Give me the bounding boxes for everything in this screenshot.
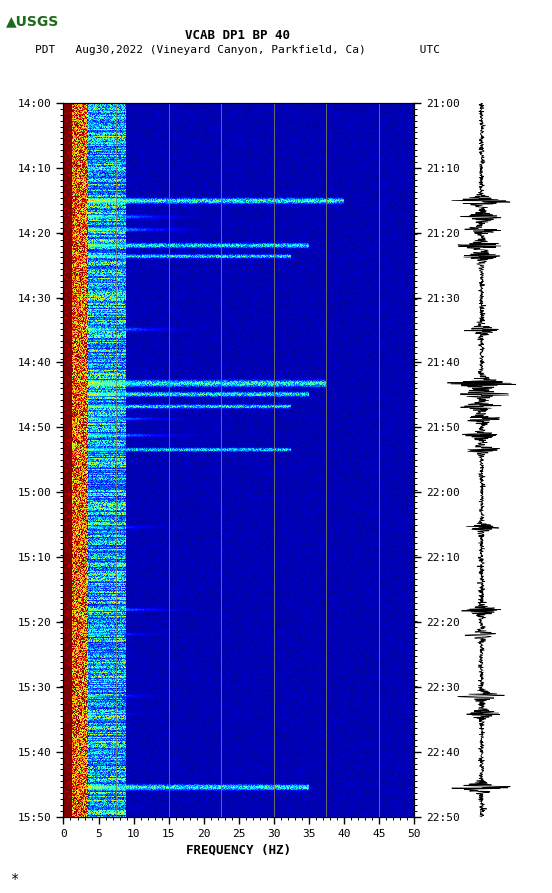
Text: PDT   Aug30,2022 (Vineyard Canyon, Parkfield, Ca)        UTC: PDT Aug30,2022 (Vineyard Canyon, Parkfie…	[35, 45, 440, 55]
Text: VCAB DP1 BP 40: VCAB DP1 BP 40	[185, 29, 290, 42]
X-axis label: FREQUENCY (HZ): FREQUENCY (HZ)	[186, 843, 291, 856]
Text: *: *	[11, 872, 19, 886]
Text: ▲USGS: ▲USGS	[7, 14, 60, 29]
